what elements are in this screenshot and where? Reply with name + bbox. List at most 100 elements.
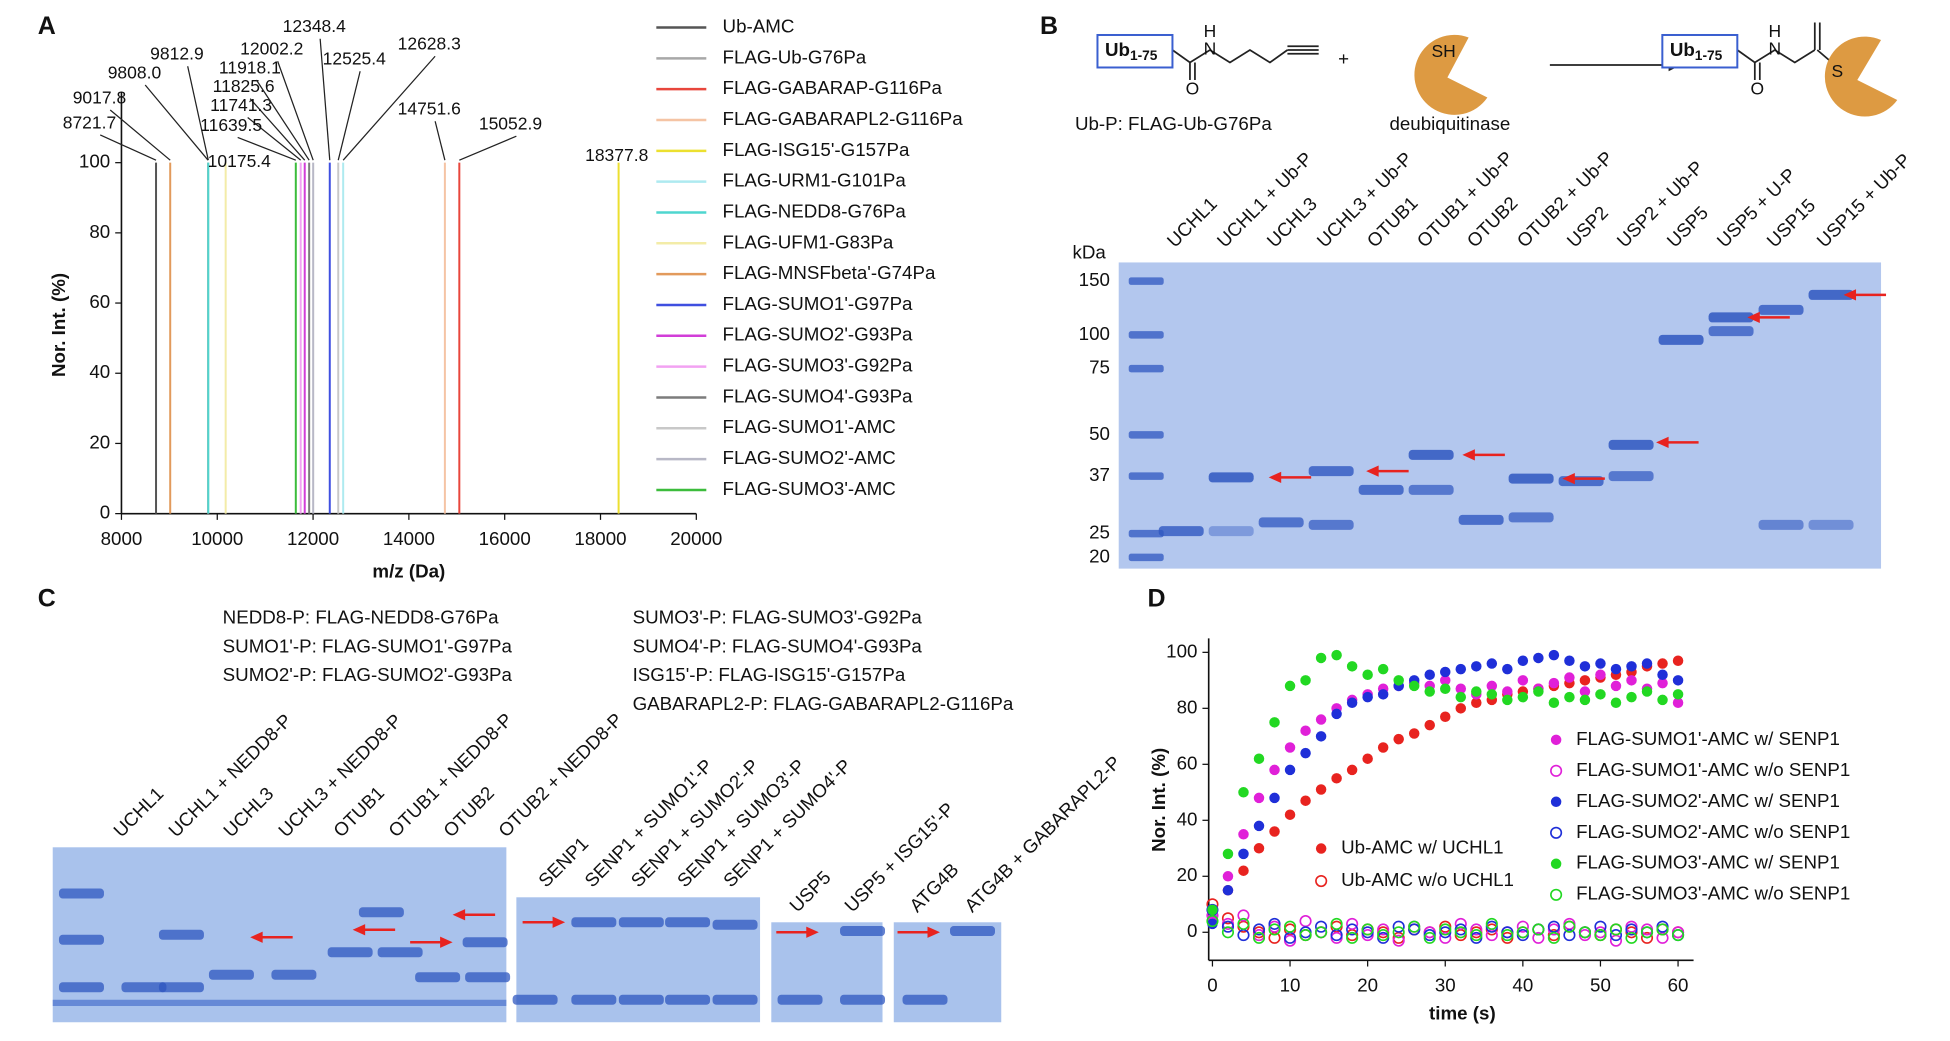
atom-label: S bbox=[1831, 61, 1843, 81]
legend-label: FLAG-MNSFbeta'-G74Pa bbox=[723, 262, 936, 283]
gel-band bbox=[512, 994, 558, 1005]
gel-band bbox=[1708, 312, 1754, 323]
gel-band bbox=[58, 888, 104, 899]
lane-label: OTUB2 + NEDD8-P bbox=[494, 709, 626, 841]
enzyme-icon bbox=[1824, 36, 1898, 117]
kda-marker: 75 bbox=[1089, 357, 1110, 378]
gel-band bbox=[1608, 439, 1654, 450]
data-point bbox=[1533, 686, 1544, 697]
y-tick-label: 60 bbox=[1177, 752, 1198, 773]
gel-band bbox=[158, 982, 204, 993]
data-point bbox=[1657, 669, 1668, 680]
y-tick-label: 100 bbox=[79, 151, 110, 172]
peak-label: 9017.8 bbox=[73, 87, 126, 107]
band-arrow-head bbox=[806, 926, 819, 938]
data-point bbox=[1579, 686, 1591, 697]
peak-leader bbox=[342, 55, 436, 161]
x-tick-label: 20 bbox=[1357, 974, 1378, 995]
atom-label: O bbox=[1751, 79, 1765, 99]
ub-box-label: Ub1-75 bbox=[1670, 39, 1723, 63]
legend-label: FLAG-SUMO1'-AMC bbox=[723, 416, 896, 437]
gel-band bbox=[1508, 512, 1554, 523]
data-point bbox=[1657, 677, 1668, 689]
y-tick-label: 80 bbox=[1177, 696, 1198, 717]
data-point bbox=[1640, 926, 1654, 939]
panel-label: A bbox=[38, 12, 56, 40]
data-point bbox=[1268, 917, 1281, 930]
gel-band bbox=[1508, 473, 1554, 484]
bond bbox=[1171, 48, 1288, 64]
gel-band bbox=[777, 994, 823, 1005]
peak-leader bbox=[109, 109, 171, 161]
band-arrow-head bbox=[552, 916, 566, 928]
data-point bbox=[1548, 697, 1560, 708]
data-point bbox=[1315, 926, 1328, 939]
data-point bbox=[1268, 923, 1281, 936]
data-point bbox=[1300, 675, 1311, 686]
legend-label: FLAG-SUMO1'-AMC w/o SENP1 bbox=[1576, 759, 1850, 780]
peak-leader bbox=[277, 61, 314, 161]
gel-band bbox=[377, 947, 423, 958]
data-point bbox=[1440, 675, 1451, 686]
gel-band bbox=[840, 926, 886, 937]
x-tick-label: 60 bbox=[1668, 974, 1689, 995]
data-point bbox=[1547, 931, 1560, 944]
marker-band bbox=[1128, 529, 1164, 538]
ub-box bbox=[1096, 33, 1174, 69]
data-point bbox=[1640, 931, 1654, 944]
data-point bbox=[1564, 655, 1575, 666]
data-point bbox=[1377, 929, 1390, 942]
data-point bbox=[1517, 675, 1529, 686]
data-point bbox=[1516, 926, 1529, 939]
peak-label: 12628.3 bbox=[398, 34, 461, 54]
data-point bbox=[1315, 784, 1327, 795]
data-point bbox=[1377, 689, 1389, 700]
data-point bbox=[1471, 697, 1482, 708]
ub-sub: 1-75 bbox=[1695, 48, 1723, 63]
data-point bbox=[1253, 820, 1265, 832]
data-point bbox=[1595, 658, 1606, 669]
gel-band bbox=[665, 994, 711, 1005]
legend-marker bbox=[1550, 734, 1562, 746]
band-arrow-head bbox=[927, 926, 941, 938]
data-point bbox=[1331, 708, 1342, 720]
data-point bbox=[1377, 923, 1390, 936]
band-arrow-head bbox=[1562, 473, 1575, 485]
gel-band bbox=[1658, 334, 1704, 345]
peak-label: 8721.7 bbox=[63, 112, 116, 132]
band-arrow-head bbox=[1656, 436, 1669, 449]
gel-band bbox=[1708, 326, 1754, 337]
band-arrow-head bbox=[1366, 465, 1379, 477]
gel-band bbox=[1308, 519, 1354, 530]
legend-marker bbox=[1550, 858, 1562, 870]
peak-label: 9808.0 bbox=[108, 62, 162, 82]
data-point bbox=[1362, 669, 1373, 680]
x-tick-label: 8000 bbox=[101, 528, 143, 549]
data-point bbox=[1252, 923, 1266, 936]
y-tick-label: 80 bbox=[89, 221, 110, 242]
x-tick-label: 10 bbox=[1280, 974, 1301, 995]
gel-band bbox=[665, 917, 711, 928]
gel-band bbox=[1358, 484, 1404, 495]
data-point bbox=[1486, 680, 1498, 692]
legend-label: FLAG-SUMO2'-AMC w/o SENP1 bbox=[1576, 821, 1850, 842]
data-point bbox=[1423, 931, 1436, 944]
x-tick-label: 10000 bbox=[191, 528, 243, 549]
data-point bbox=[1346, 931, 1359, 944]
panel-label: C bbox=[38, 584, 56, 612]
data-point bbox=[1578, 926, 1591, 939]
marker-band bbox=[1128, 431, 1164, 439]
data-point bbox=[1392, 920, 1405, 933]
data-point bbox=[1471, 661, 1482, 672]
kda-unit: kDa bbox=[1072, 242, 1106, 263]
legend-marker bbox=[1315, 843, 1327, 854]
gel bbox=[771, 922, 883, 1023]
data-point bbox=[1315, 731, 1327, 742]
data-point bbox=[1609, 923, 1623, 936]
data-point bbox=[1284, 764, 1296, 776]
data-point bbox=[1283, 920, 1297, 933]
x-tick-label: 30 bbox=[1435, 974, 1456, 995]
data-point bbox=[1626, 675, 1637, 686]
data-point bbox=[1392, 934, 1405, 947]
